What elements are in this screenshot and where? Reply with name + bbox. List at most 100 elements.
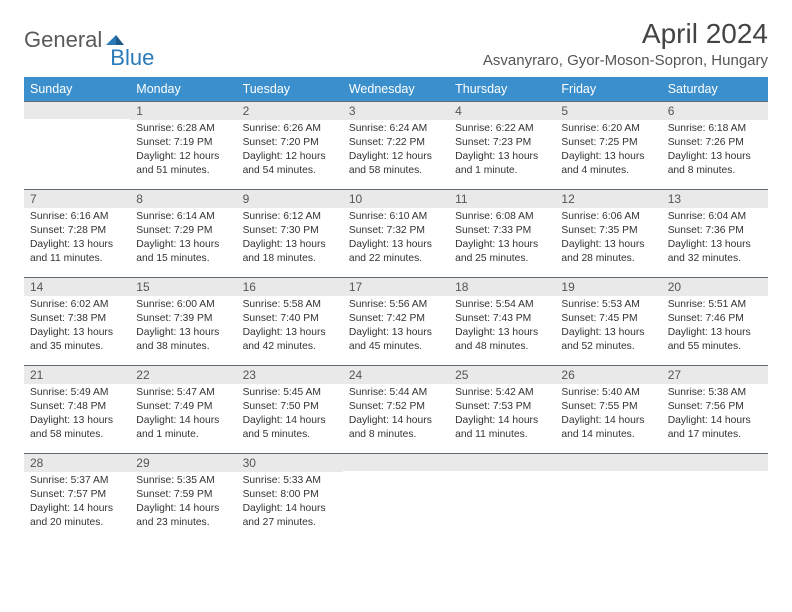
calendar-day-cell: 17Sunrise: 5:56 AMSunset: 7:42 PMDayligh… [343,277,449,365]
calendar-day-cell: 4Sunrise: 6:22 AMSunset: 7:23 PMDaylight… [449,101,555,189]
calendar-week-row: 1Sunrise: 6:28 AMSunset: 7:19 PMDaylight… [24,101,768,189]
sunset-text: Sunset: 7:52 PM [349,400,443,414]
weekday-header: Thursday [449,77,555,101]
daylight-text: Daylight: 14 hours and 8 minutes. [349,414,443,442]
day-number: 23 [237,365,343,384]
day-number: 25 [449,365,555,384]
sunrise-text: Sunrise: 6:10 AM [349,210,443,224]
sunrise-text: Sunrise: 6:26 AM [243,122,337,136]
daylight-text: Daylight: 13 hours and 8 minutes. [668,150,762,178]
day-details: Sunrise: 5:56 AMSunset: 7:42 PMDaylight:… [343,296,449,358]
sunrise-text: Sunrise: 6:22 AM [455,122,549,136]
daylight-text: Daylight: 12 hours and 54 minutes. [243,150,337,178]
calendar-day-cell: 16Sunrise: 5:58 AMSunset: 7:40 PMDayligh… [237,277,343,365]
sunset-text: Sunset: 7:36 PM [668,224,762,238]
sunset-text: Sunset: 7:38 PM [30,312,124,326]
day-details: Sunrise: 6:04 AMSunset: 7:36 PMDaylight:… [662,208,768,270]
day-number: 20 [662,277,768,296]
day-details: Sunrise: 5:45 AMSunset: 7:50 PMDaylight:… [237,384,343,446]
day-number: 9 [237,189,343,208]
sunrise-text: Sunrise: 6:12 AM [243,210,337,224]
sunrise-text: Sunrise: 5:40 AM [561,386,655,400]
calendar-day-cell [343,453,449,541]
calendar-day-cell: 22Sunrise: 5:47 AMSunset: 7:49 PMDayligh… [130,365,236,453]
sunrise-text: Sunrise: 6:16 AM [30,210,124,224]
calendar-day-cell: 18Sunrise: 5:54 AMSunset: 7:43 PMDayligh… [449,277,555,365]
day-number: 29 [130,453,236,472]
sunset-text: Sunset: 7:28 PM [30,224,124,238]
sunset-text: Sunset: 7:46 PM [668,312,762,326]
sunrise-text: Sunrise: 5:54 AM [455,298,549,312]
brand-general: General [24,27,102,53]
calendar-week-row: 28Sunrise: 5:37 AMSunset: 7:57 PMDayligh… [24,453,768,541]
day-details: Sunrise: 6:28 AMSunset: 7:19 PMDaylight:… [130,120,236,182]
day-details: Sunrise: 5:44 AMSunset: 7:52 PMDaylight:… [343,384,449,446]
empty-day-bar [449,453,555,471]
day-details: Sunrise: 5:58 AMSunset: 7:40 PMDaylight:… [237,296,343,358]
calendar-body: 1Sunrise: 6:28 AMSunset: 7:19 PMDaylight… [24,101,768,541]
calendar-day-cell [662,453,768,541]
daylight-text: Daylight: 14 hours and 5 minutes. [243,414,337,442]
sunrise-text: Sunrise: 5:45 AM [243,386,337,400]
day-details: Sunrise: 5:38 AMSunset: 7:56 PMDaylight:… [662,384,768,446]
calendar-day-cell [24,101,130,189]
daylight-text: Daylight: 14 hours and 23 minutes. [136,502,230,530]
daylight-text: Daylight: 13 hours and 48 minutes. [455,326,549,354]
sunrise-text: Sunrise: 5:44 AM [349,386,443,400]
calendar-week-row: 14Sunrise: 6:02 AMSunset: 7:38 PMDayligh… [24,277,768,365]
sunset-text: Sunset: 7:42 PM [349,312,443,326]
calendar-day-cell: 6Sunrise: 6:18 AMSunset: 7:26 PMDaylight… [662,101,768,189]
day-details: Sunrise: 5:33 AMSunset: 8:00 PMDaylight:… [237,472,343,534]
day-number: 11 [449,189,555,208]
daylight-text: Daylight: 13 hours and 11 minutes. [30,238,124,266]
weekday-header: Saturday [662,77,768,101]
daylight-text: Daylight: 12 hours and 51 minutes. [136,150,230,178]
sunset-text: Sunset: 7:25 PM [561,136,655,150]
calendar-page: General Blue April 2024 Asvanyraro, Gyor… [0,0,792,559]
calendar-week-row: 21Sunrise: 5:49 AMSunset: 7:48 PMDayligh… [24,365,768,453]
sunrise-text: Sunrise: 5:51 AM [668,298,762,312]
weekday-header: Wednesday [343,77,449,101]
day-number: 2 [237,101,343,120]
sunrise-text: Sunrise: 6:14 AM [136,210,230,224]
day-number: 18 [449,277,555,296]
empty-day-bar [343,453,449,471]
day-number: 21 [24,365,130,384]
daylight-text: Daylight: 13 hours and 32 minutes. [668,238,762,266]
sunset-text: Sunset: 7:43 PM [455,312,549,326]
day-details: Sunrise: 5:35 AMSunset: 7:59 PMDaylight:… [130,472,236,534]
sunrise-text: Sunrise: 5:37 AM [30,474,124,488]
day-number: 30 [237,453,343,472]
month-title: April 2024 [483,18,768,50]
calendar-head: SundayMondayTuesdayWednesdayThursdayFrid… [24,77,768,101]
sunrise-text: Sunrise: 5:33 AM [243,474,337,488]
sunset-text: Sunset: 7:57 PM [30,488,124,502]
day-details: Sunrise: 6:26 AMSunset: 7:20 PMDaylight:… [237,120,343,182]
brand-logo: General Blue [24,18,154,62]
empty-day-bar [24,101,130,119]
weekday-header: Tuesday [237,77,343,101]
day-details: Sunrise: 6:24 AMSunset: 7:22 PMDaylight:… [343,120,449,182]
day-details: Sunrise: 6:16 AMSunset: 7:28 PMDaylight:… [24,208,130,270]
day-number: 22 [130,365,236,384]
day-details: Sunrise: 5:40 AMSunset: 7:55 PMDaylight:… [555,384,661,446]
sunset-text: Sunset: 7:35 PM [561,224,655,238]
daylight-text: Daylight: 14 hours and 1 minute. [136,414,230,442]
weekday-row: SundayMondayTuesdayWednesdayThursdayFrid… [24,77,768,101]
day-details: Sunrise: 5:54 AMSunset: 7:43 PMDaylight:… [449,296,555,358]
day-number: 27 [662,365,768,384]
sunset-text: Sunset: 7:49 PM [136,400,230,414]
calendar-day-cell [555,453,661,541]
daylight-text: Daylight: 13 hours and 45 minutes. [349,326,443,354]
day-details: Sunrise: 6:10 AMSunset: 7:32 PMDaylight:… [343,208,449,270]
day-number: 12 [555,189,661,208]
day-details: Sunrise: 5:42 AMSunset: 7:53 PMDaylight:… [449,384,555,446]
weekday-header: Friday [555,77,661,101]
day-number: 7 [24,189,130,208]
sunrise-text: Sunrise: 6:28 AM [136,122,230,136]
daylight-text: Daylight: 13 hours and 52 minutes. [561,326,655,354]
day-details: Sunrise: 6:18 AMSunset: 7:26 PMDaylight:… [662,120,768,182]
calendar-day-cell: 9Sunrise: 6:12 AMSunset: 7:30 PMDaylight… [237,189,343,277]
sunset-text: Sunset: 7:40 PM [243,312,337,326]
day-details: Sunrise: 5:53 AMSunset: 7:45 PMDaylight:… [555,296,661,358]
